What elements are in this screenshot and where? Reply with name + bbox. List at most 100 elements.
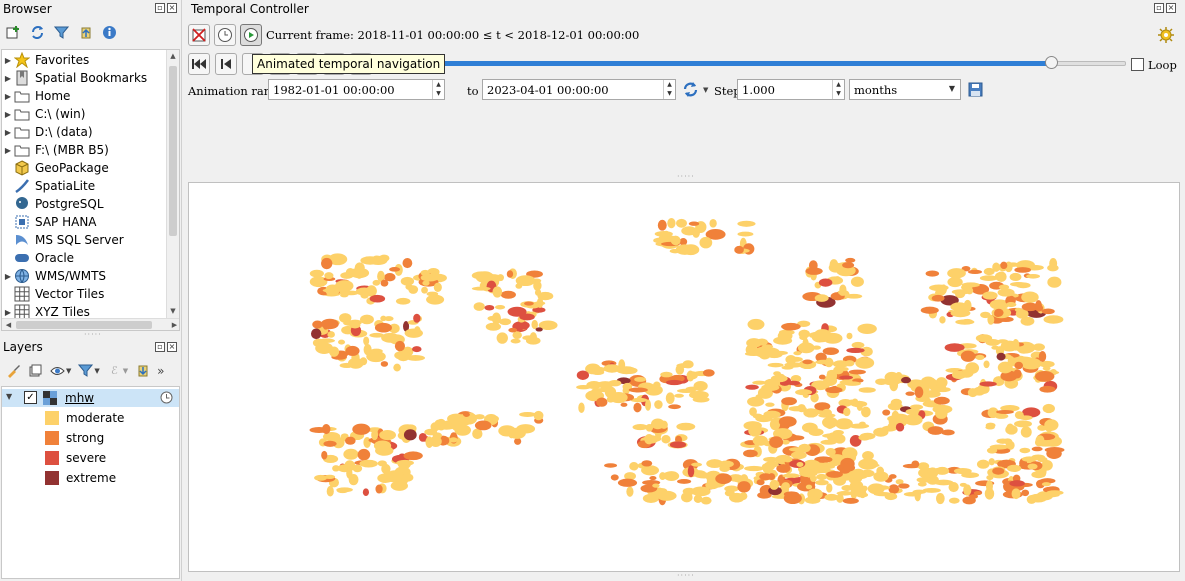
refresh-icon[interactable]	[30, 25, 45, 40]
collapse-all-icon[interactable]	[78, 25, 93, 40]
more-tools-icon[interactable]: »	[157, 363, 165, 378]
expand-arrow-icon[interactable]: ▶	[4, 307, 12, 317]
dropdown-arrow-icon[interactable]: ▼	[94, 366, 100, 375]
browser-item-d-data[interactable]: ▶ D:\ (data)	[2, 123, 93, 141]
step-unit-select[interactable]: months ▼	[849, 79, 961, 100]
globe-icon	[14, 268, 30, 284]
export-animation-save-icon[interactable]	[968, 82, 983, 100]
style-brush-icon[interactable]	[6, 363, 21, 378]
browser-vertical-scrollbar[interactable]: ▲ ▼	[166, 50, 179, 318]
browser-item-label: Home	[35, 89, 71, 103]
disable-temporal-navigation-button[interactable]	[188, 24, 210, 46]
range-start-spinner[interactable]: ▲ ▼	[432, 80, 444, 99]
splitter-handle[interactable]: ·····	[677, 172, 695, 181]
fixed-range-navigation-button[interactable]	[214, 24, 236, 46]
float-panel-button[interactable]: ▫	[1154, 3, 1164, 13]
close-panel-button[interactable]: ×	[167, 342, 177, 352]
range-start-input[interactable]: 1982-01-01 00:00:00 ▲ ▼	[268, 79, 445, 100]
browser-item-home[interactable]: ▶ Home	[2, 87, 71, 105]
marine-heatwave-raster	[309, 217, 1065, 506]
float-panel-button[interactable]: ▫	[155, 3, 165, 13]
temporal-controller-dock: Temporal Controller ▫ × Current frame: 2…	[181, 0, 1185, 581]
time-slider[interactable]	[378, 56, 1126, 69]
close-panel-button[interactable]: ×	[1166, 3, 1176, 13]
add-layer-icon[interactable]	[6, 25, 21, 40]
layer-row-mhw[interactable]: ▼ ✓ mhw	[2, 389, 179, 407]
previous-frame-button[interactable]	[215, 53, 237, 75]
splitter-handle[interactable]: ·····	[84, 330, 102, 339]
raster-layer-icon	[43, 391, 57, 408]
time-slider-handle[interactable]	[1045, 56, 1058, 69]
sap-hana-icon	[14, 214, 30, 230]
browser-item-label: MS SQL Server	[35, 233, 124, 247]
map-canvas[interactable]	[188, 182, 1180, 572]
expression-filter-icon[interactable]: ℰ	[110, 364, 118, 377]
expand-arrow-icon[interactable]: ▶	[4, 127, 12, 137]
close-panel-button[interactable]: ×	[167, 3, 177, 13]
browser-item-spatialite[interactable]: SpatiaLite	[2, 177, 95, 195]
browser-item-oracle[interactable]: Oracle	[2, 249, 74, 267]
expand-arrow-icon[interactable]: ▶	[4, 91, 12, 101]
time-slider-track	[1051, 61, 1126, 66]
left-dock: Browser ▫ × ▶ Favorites ▶ Spatial Bookmarks…	[0, 0, 181, 581]
set-range-refresh-icon[interactable]	[682, 81, 699, 101]
range-menu-dropdown-icon[interactable]: ▼	[703, 86, 709, 94]
browser-item-sap-hana[interactable]: SAP HANA	[2, 213, 97, 231]
browser-item-geopackage[interactable]: GeoPackage	[2, 159, 109, 177]
expand-all-icon[interactable]	[135, 363, 150, 378]
browser-item-c-win[interactable]: ▶ C:\ (win)	[2, 105, 85, 123]
browser-item-ms-sql-server[interactable]: MS SQL Server	[2, 231, 124, 249]
browser-item-f-mbr-b5[interactable]: ▶ F:\ (MBR B5)	[2, 141, 109, 159]
info-icon[interactable]	[102, 25, 117, 40]
browser-horizontal-scrollbar[interactable]: ◀ ▶	[2, 318, 179, 330]
browser-item-xyz-tiles[interactable]: ▶ XYZ Tiles	[2, 303, 90, 321]
browser-dock-buttons: ▫ ×	[155, 3, 177, 13]
dropdown-arrow-icon[interactable]: ▼	[66, 366, 72, 375]
add-group-icon[interactable]	[28, 363, 43, 378]
settings-gear-icon[interactable]	[1158, 27, 1174, 46]
expand-arrow-icon[interactable]: ▶	[4, 145, 12, 155]
step-back-icon	[221, 59, 231, 69]
dropdown-arrow-icon[interactable]: ▼	[122, 366, 129, 375]
filter-icon[interactable]	[54, 25, 69, 40]
step-input[interactable]: 1.000 ▲ ▼	[737, 79, 845, 100]
folder-icon	[14, 106, 30, 122]
browser-item-label: Oracle	[35, 251, 75, 265]
step-label: Step	[714, 84, 741, 98]
loop-checkbox[interactable]	[1131, 58, 1144, 71]
legend-label: severe	[66, 451, 107, 465]
browser-item-label: Spatial Bookmarks	[35, 71, 148, 85]
collapse-arrow-icon[interactable]: ▼	[6, 392, 13, 401]
browser-item-postgresql[interactable]: PostgreSQL	[2, 195, 104, 213]
rewind-to-start-button[interactable]	[188, 53, 210, 75]
step-spinner[interactable]: ▲ ▼	[832, 80, 844, 99]
layer-visibility-checkbox[interactable]: ✓	[24, 391, 37, 404]
expand-arrow-icon[interactable]: ▶	[4, 109, 12, 119]
expand-arrow-icon[interactable]: ▶	[4, 271, 12, 281]
expand-arrow-icon[interactable]: ▶	[4, 73, 12, 83]
browser-item-spatial-bookmarks[interactable]: ▶ Spatial Bookmarks	[2, 69, 147, 87]
legend-label: strong	[66, 431, 105, 445]
time-slider-fill	[378, 61, 1051, 66]
chevron-down-icon: ▼	[948, 84, 955, 93]
range-end-input[interactable]: 2023-04-01 00:00:00 ▲ ▼	[482, 79, 676, 100]
browser-item-wms-wmts[interactable]: ▶ WMS/WMTS	[2, 267, 106, 285]
expand-arrow-icon[interactable]: ▶	[4, 55, 12, 65]
folder-icon	[14, 88, 30, 104]
browser-item-vector-tiles[interactable]: Vector Tiles	[2, 285, 104, 303]
browser-item-favorites[interactable]: ▶ Favorites	[2, 51, 89, 69]
splitter-handle[interactable]: ·····	[677, 571, 695, 580]
browser-item-label: PostgreSQL	[35, 197, 104, 211]
float-panel-button[interactable]: ▫	[155, 342, 165, 352]
range-end-value: 2023-04-01 00:00:00	[487, 83, 609, 97]
temporal-panel-title: Temporal Controller	[191, 2, 309, 16]
visibility-eye-icon[interactable]	[50, 363, 65, 378]
browser-item-label: Vector Tiles	[35, 287, 105, 301]
browser-item-label: SpatiaLite	[35, 179, 96, 193]
bookmarks-icon	[14, 70, 30, 86]
filter-legend-icon[interactable]	[78, 363, 94, 378]
legend-label: moderate	[66, 411, 125, 425]
range-end-spinner[interactable]: ▲ ▼	[663, 80, 675, 99]
animated-navigation-button[interactable]	[240, 24, 262, 46]
